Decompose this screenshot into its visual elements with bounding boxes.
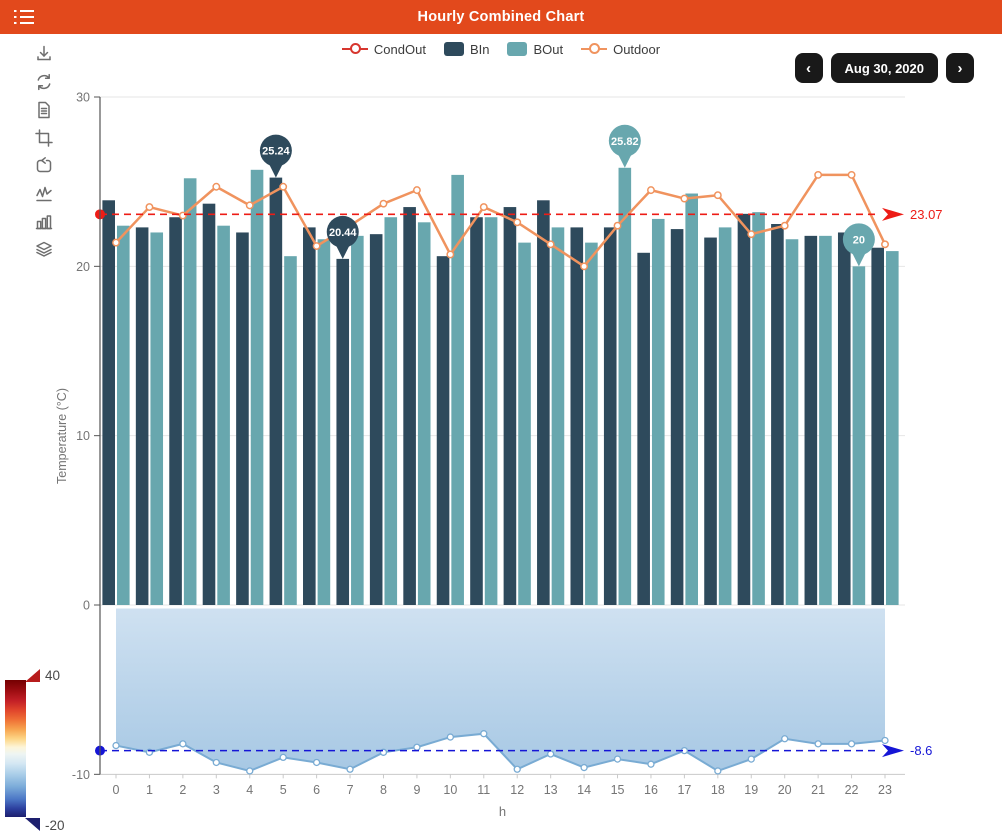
svg-text:9: 9: [413, 783, 420, 797]
svg-text:-10: -10: [72, 768, 90, 782]
svg-text:21: 21: [811, 783, 825, 797]
menu-icon[interactable]: [12, 8, 36, 26]
download-icon[interactable]: [28, 44, 60, 64]
svg-text:4: 4: [246, 783, 253, 797]
color-scale-min-triangle-icon: [25, 818, 40, 831]
area-series: [116, 608, 886, 771]
legend-label: Outdoor: [613, 41, 661, 57]
legend-item-bout[interactable]: BOut: [507, 42, 563, 57]
svg-text:20: 20: [778, 783, 792, 797]
ref-line-label: 23.07: [910, 207, 943, 222]
color-scale-max-label: 40: [45, 668, 61, 683]
svg-text:14: 14: [577, 783, 591, 797]
svg-text:19: 19: [744, 783, 758, 797]
legend-label: BOut: [533, 41, 564, 57]
toolbar: [28, 44, 68, 260]
chart-legend: CondOut BIn BOut Outdoor: [0, 39, 1002, 59]
page-title: Hourly Combined Chart: [417, 9, 585, 25]
chevron-left-icon[interactable]: ‹: [794, 53, 823, 83]
svg-text:6: 6: [313, 783, 320, 797]
bar-chart-icon[interactable]: [28, 212, 60, 232]
svg-text:7: 7: [347, 783, 354, 797]
refresh-icon[interactable]: [28, 72, 60, 92]
bin-bars[interactable]: [102, 177, 885, 606]
svg-text:30: 30: [76, 91, 90, 105]
bin-swatch-icon: [443, 42, 464, 56]
svg-text:15: 15: [611, 783, 625, 797]
svg-text:23: 23: [878, 783, 892, 797]
svg-text:18: 18: [711, 783, 725, 797]
report-icon[interactable]: [28, 100, 60, 120]
outdoor-line-marker-icon: [581, 43, 608, 54]
legend-item-bin[interactable]: BIn: [443, 41, 490, 57]
legend-item-condout[interactable]: CondOut: [341, 41, 426, 57]
area-line: [115, 732, 886, 773]
svg-text:10: 10: [443, 783, 457, 797]
bout-bars[interactable]: [117, 167, 899, 606]
svg-text:3: 3: [213, 783, 220, 797]
legend-label: BIn: [469, 41, 490, 57]
value-balloon: 20: [842, 223, 875, 267]
color-scale-max-triangle-icon: [25, 669, 40, 682]
svg-text:0: 0: [83, 599, 90, 613]
condout-line-marker-icon: [341, 43, 368, 54]
value-balloon: 25.82: [608, 124, 641, 168]
legend-label: CondOut: [373, 41, 426, 57]
svg-text:5: 5: [280, 783, 287, 797]
crop-icon[interactable]: [28, 128, 60, 148]
ref-line-label: -8.6: [910, 743, 932, 758]
value-balloon: 25.24: [259, 134, 292, 178]
color-scale-min-label: -20: [45, 818, 65, 833]
date-display[interactable]: Aug 30, 2020: [830, 53, 938, 83]
svg-text:0: 0: [113, 783, 120, 797]
y-axis-label: Temperature (°C): [55, 388, 69, 484]
value-balloon: 20.44: [326, 215, 359, 259]
svg-text:2: 2: [179, 783, 186, 797]
color-scale-gradient: [5, 680, 26, 817]
svg-text:1: 1: [146, 783, 153, 797]
undo-icon[interactable]: [28, 156, 60, 176]
svg-text:11: 11: [477, 783, 490, 797]
chevron-right-icon[interactable]: ›: [946, 53, 974, 83]
arrow-right-icon: [882, 207, 904, 221]
svg-text:25.82: 25.82: [611, 136, 639, 148]
layers-icon[interactable]: [28, 240, 60, 260]
svg-text:17: 17: [677, 783, 691, 797]
svg-text:8: 8: [380, 783, 387, 797]
svg-text:20.44: 20.44: [329, 227, 357, 239]
svg-text:16: 16: [644, 783, 658, 797]
x-axis-label: h: [499, 804, 506, 819]
legend-item-outdoor[interactable]: Outdoor: [581, 42, 660, 57]
arrow-right-icon: [882, 744, 904, 758]
line-chart-icon[interactable]: [28, 184, 60, 204]
svg-text:20: 20: [853, 234, 865, 246]
svg-text:22: 22: [845, 783, 859, 797]
svg-text:10: 10: [76, 429, 90, 443]
svg-text:12: 12: [510, 783, 524, 797]
app-header: Hourly Combined Chart: [0, 0, 1002, 34]
svg-text:25.24: 25.24: [262, 146, 290, 158]
outdoor-line[interactable]: [115, 173, 887, 268]
svg-text:20: 20: [76, 260, 90, 274]
date-navigation: ‹ Aug 30, 2020 ›: [794, 53, 974, 83]
bout-swatch-icon: [507, 42, 528, 56]
color-scale: 40 -20: [5, 668, 85, 838]
svg-text:13: 13: [544, 783, 558, 797]
